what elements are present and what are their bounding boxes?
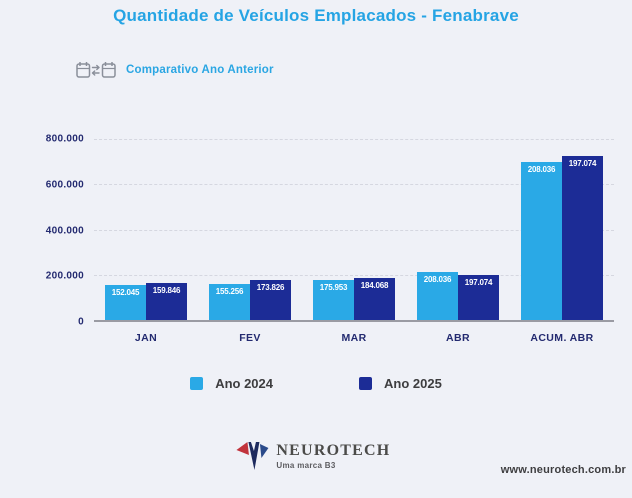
bar-group-abr: 208.036 197.074 <box>406 139 510 320</box>
bar-group-fev: 155.256 173.826 <box>198 139 302 320</box>
x-axis-label: ACUM. ABR <box>530 332 594 344</box>
neurotech-logo: NEUROTECH Uma marca B3 <box>235 439 390 472</box>
legend-label: Ano 2024 <box>215 376 273 391</box>
website-url[interactable]: www.neurotech.com.br <box>500 464 626 476</box>
x-axis: JAN FEV MAR ABR ACUM. ABR <box>94 332 614 344</box>
y-axis: 800.000 600.000 400.000 200.000 0 <box>36 134 94 328</box>
bar-value-label: 197.074 <box>568 159 597 168</box>
bar-ano-2025: 173.826 <box>250 280 291 320</box>
logo-text: NEUROTECH <box>276 441 391 459</box>
bar-value-label: 173.826 <box>256 283 285 292</box>
bar-ano-2024: 152.045 <box>105 285 146 320</box>
logo-tagline: Uma marca B3 <box>276 460 336 470</box>
bar-group-acum-abr: 208.036 197.074 <box>510 139 614 320</box>
legend-item-ano-2025: Ano 2025 <box>359 376 442 391</box>
bar-ano-2024: 175.953 <box>313 280 354 320</box>
x-axis-label: JAN <box>134 332 158 344</box>
legend-label: Ano 2025 <box>384 376 442 391</box>
gridline <box>94 139 614 140</box>
bar-chart: 800.000 600.000 400.000 200.000 0 152.045 159… <box>36 134 614 344</box>
legend-swatch <box>359 377 372 390</box>
plot-area: 152.045 159.846 155.256 173.826 175.953 184.0… <box>94 139 614 322</box>
x-axis-label: MAR <box>341 332 367 344</box>
bar-ano-2025: 184.068 <box>354 278 395 320</box>
legend-item-ano-2024: Ano 2024 <box>190 376 273 391</box>
x-axis-label: FEV <box>239 332 261 344</box>
bar-value-label: 208.036 <box>527 165 556 174</box>
comparison-label: Comparativo Ano Anterior <box>126 64 274 76</box>
gridline <box>94 274 614 276</box>
comparison-header: Comparativo Ano Anterior <box>76 60 274 80</box>
calendar-swap-icon <box>76 60 116 80</box>
chart-legend: Ano 2024 Ano 2025 <box>0 376 632 391</box>
y-tick-label: 800.000 <box>45 133 84 145</box>
neurotech-mark-icon <box>235 439 269 472</box>
y-tick-label: 600.000 <box>45 179 84 191</box>
y-tick-label: 200.000 <box>45 270 84 282</box>
page-title: Quantidade de Veículos Emplacados - Fena… <box>113 6 519 25</box>
bar-group-jan: 152.045 159.846 <box>94 139 198 320</box>
gridline <box>94 184 614 186</box>
bar-value-label: 197.074 <box>464 278 493 287</box>
y-tick-label: 0 <box>78 316 84 328</box>
bar-value-label: 159.846 <box>152 286 181 295</box>
bar-value-label: 175.953 <box>319 283 348 292</box>
legend-swatch <box>190 377 204 390</box>
gridline <box>94 229 614 231</box>
bar-value-label: 184.068 <box>360 281 389 290</box>
y-tick-label: 400.000 <box>45 225 84 236</box>
bar-ano-2024: 208.036 <box>521 162 562 320</box>
bar-value-label: 155.256 <box>215 287 244 296</box>
bar-ano-2024: 208.036 <box>417 272 458 320</box>
bar-ano-2025: 197.074 <box>562 156 603 320</box>
bar-value-label: 208.036 <box>423 275 452 284</box>
bar-value-label: 152.045 <box>111 288 140 297</box>
bar-group-mar: 175.953 184.068 <box>302 139 406 320</box>
bar-ano-2024: 155.256 <box>209 284 250 320</box>
x-axis-label: ABR <box>446 332 470 344</box>
bar-ano-2025: 197.074 <box>458 275 499 320</box>
bar-ano-2025: 159.846 <box>146 283 187 320</box>
